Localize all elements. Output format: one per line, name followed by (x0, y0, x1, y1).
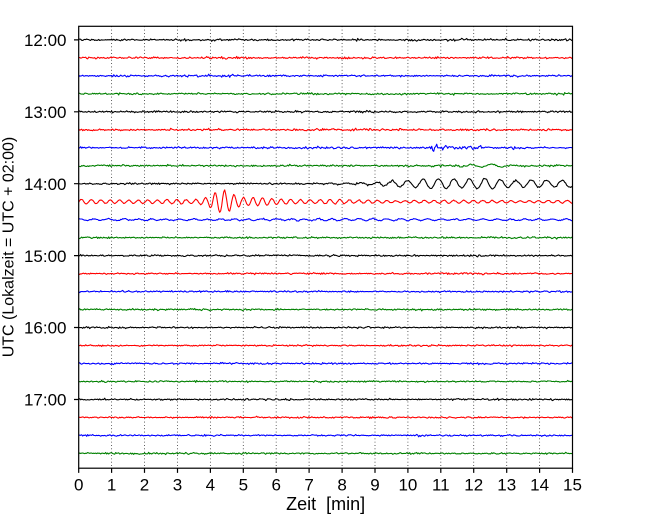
svg-text:14: 14 (530, 476, 549, 495)
svg-text:6: 6 (271, 476, 280, 495)
svg-text:8: 8 (337, 476, 346, 495)
svg-text:2: 2 (140, 476, 149, 495)
svg-text:14:00: 14:00 (24, 175, 67, 194)
svg-text:Zeit [min]: Zeit [min] (286, 494, 365, 514)
svg-text:15: 15 (563, 476, 582, 495)
svg-text:12:00: 12:00 (24, 31, 67, 50)
svg-text:7: 7 (304, 476, 313, 495)
svg-text:3: 3 (173, 476, 182, 495)
svg-text:15:00: 15:00 (24, 247, 67, 266)
svg-text:11: 11 (432, 476, 450, 495)
svg-text:16:00: 16:00 (24, 319, 67, 338)
svg-text:9: 9 (370, 476, 379, 495)
svg-text:5: 5 (239, 476, 248, 495)
svg-text:12: 12 (464, 476, 483, 495)
svg-text:4: 4 (206, 476, 215, 495)
svg-text:UTC (Lokalzeit = UTC + 02:00): UTC (Lokalzeit = UTC + 02:00) (1, 137, 18, 358)
svg-text:1: 1 (107, 476, 116, 495)
svg-text:17:00: 17:00 (24, 391, 67, 410)
svg-text:13:00: 13:00 (24, 103, 67, 122)
svg-text:13: 13 (497, 476, 516, 495)
svg-text:0: 0 (74, 476, 83, 495)
svg-text:10: 10 (398, 476, 417, 495)
